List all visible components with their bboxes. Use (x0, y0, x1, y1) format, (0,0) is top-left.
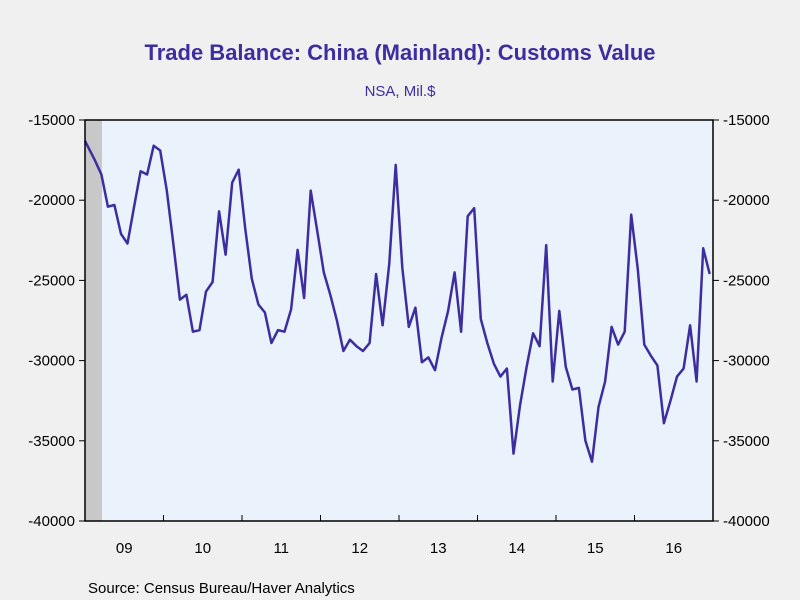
y-tick-label-left: -20000 (28, 192, 75, 209)
y-tick-label-left: -25000 (28, 272, 75, 289)
source-note: Source: Census Bureau/Haver Analytics (88, 580, 355, 597)
plot-area (85, 120, 713, 521)
y-tick-label-right: -35000 (723, 433, 770, 450)
x-tick-label: 09 (116, 540, 133, 557)
y-tick-label-left: -35000 (28, 433, 75, 450)
y-tick-label-left: -40000 (28, 513, 75, 530)
x-tick-label: 13 (430, 540, 447, 557)
y-tick-label-left: -15000 (28, 112, 75, 129)
x-tick-label: 15 (587, 540, 604, 557)
y-tick-label-right: -30000 (723, 353, 770, 370)
x-tick-label: 10 (194, 540, 211, 557)
right-axis: -15000 -20000 -25000 -30000 -35000 -40000 (713, 112, 770, 530)
chart-title: Trade Balance: China (Mainland): Customs… (145, 40, 656, 65)
x-tick-label: 11 (273, 540, 289, 557)
x-tick-label: 14 (508, 540, 525, 557)
recession-shade (85, 120, 102, 521)
y-tick-label-right: -40000 (723, 513, 770, 530)
series-line (83, 140, 711, 463)
y-tick-label-right: -15000 (723, 112, 770, 129)
x-tick-label: 16 (665, 540, 682, 557)
left-axis: -15000 -20000 -25000 -30000 -35000 -40000 (28, 112, 85, 530)
y-tick-label-left: -30000 (28, 353, 75, 370)
y-tick-label-right: -20000 (723, 192, 770, 209)
y-tick-label-right: -25000 (723, 272, 770, 289)
plot-frame (84, 119, 714, 522)
chart-subtitle: NSA, Mil.$ (365, 83, 437, 100)
x-tick-label: 12 (351, 540, 368, 557)
